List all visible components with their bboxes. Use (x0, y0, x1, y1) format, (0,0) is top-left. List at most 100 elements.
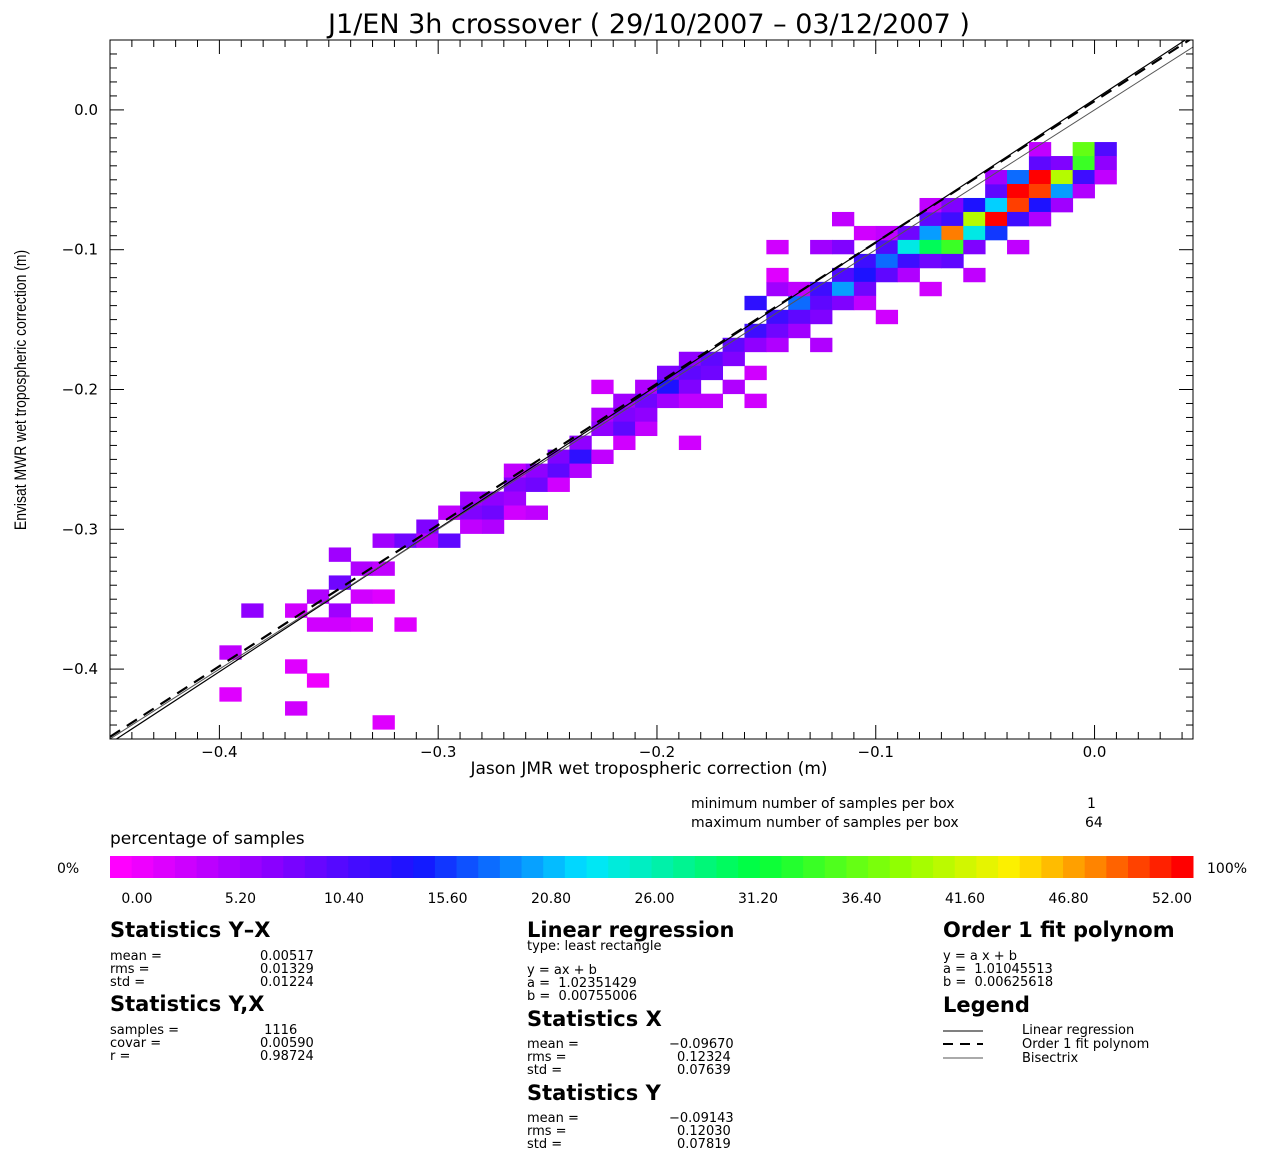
heatmap-cell (963, 197, 986, 213)
stats-yx-diff-value-2: 0.01224 (260, 975, 314, 990)
heatmap-cell (919, 197, 942, 213)
heatmap-cell (460, 491, 483, 506)
heatmap-cell (481, 491, 505, 506)
heatmap-cell (985, 170, 1008, 185)
colorbar-tick-label: 0.00 (121, 891, 152, 907)
colorbar-block (174, 856, 198, 878)
stats-yx-diff-label-1: rms = (110, 962, 150, 977)
colorbar-block (738, 856, 761, 878)
heatmap-cell (985, 211, 1008, 227)
colorbar-tick-label: 26.00 (634, 891, 674, 907)
heatmap-cell (1028, 183, 1052, 199)
heatmap-cell (810, 337, 833, 353)
heatmap-cell (635, 393, 658, 409)
colorbar-tick-label: 46.80 (1048, 891, 1088, 907)
heatmap-cell (328, 617, 352, 632)
heatmap-cell (591, 449, 614, 464)
heatmap-cell (875, 267, 899, 283)
heatmap-cell (503, 491, 527, 506)
order1-fit-equation: y = a x + b (943, 949, 1018, 964)
colorbar-block (196, 856, 219, 878)
colorbar-block (651, 856, 674, 878)
heatmap-cell (1050, 170, 1074, 185)
colorbar-block (781, 856, 804, 878)
heatmap-cell (853, 253, 877, 269)
colorbar-block (933, 856, 956, 878)
heatmap-cell (328, 547, 352, 562)
heatmap-cell (919, 239, 942, 255)
heatmap-cell (788, 281, 811, 297)
colorbar-tick-label: 52.00 (1152, 891, 1192, 907)
heatmap-cell (481, 519, 505, 534)
heatmap-cell (788, 323, 811, 339)
y-tick-label: −0.2 (62, 381, 98, 399)
x-tick-label: −0.1 (858, 743, 894, 761)
heatmap-cell (810, 281, 833, 297)
line-linear-regression (115, 40, 1187, 739)
stats-y-label-1: rms = (527, 1124, 567, 1139)
heatmap-cell (744, 337, 767, 353)
heatmap-cell (635, 407, 658, 423)
heatmap-cell (328, 603, 352, 618)
heatmap-cell (941, 225, 964, 241)
heatmap-cell (744, 295, 767, 311)
heatmap-cell (700, 351, 724, 367)
heatmap-cell (656, 393, 680, 409)
colorbar-block (153, 856, 176, 878)
heatmap-cell (985, 225, 1008, 241)
colorbar-block (824, 856, 847, 878)
legend-title: Legend (943, 993, 1030, 1017)
heatmap-cell (766, 239, 789, 255)
axis-ticks: −0.4 −0.3 −0.2 −0.1 0.0 −0.4 −0.3 −0.2 −0.1 0.0 (62, 39, 1193, 761)
colorbar-min-label: 0% (57, 861, 79, 877)
heatmap-cell (1050, 197, 1074, 213)
heatmap-cell (1072, 170, 1095, 185)
stats-yx-diff-value-0: 0.00517 (260, 949, 314, 964)
heatmap-cell (897, 253, 920, 269)
heatmap-cell (350, 617, 373, 632)
heatmap-cell (744, 365, 767, 381)
colorbar-block (456, 856, 479, 878)
heatmap-cell (350, 589, 373, 604)
order1-fit-title: Order 1 fit polynom (943, 918, 1175, 942)
colorbar-tick-label: 5.20 (225, 891, 256, 907)
heatmap-cell (897, 267, 920, 283)
colorbar-block (326, 856, 349, 878)
colorbar-block (564, 856, 588, 878)
heatmap-cell (394, 617, 417, 632)
stats-yx-diff-label-0: mean = (110, 949, 162, 964)
heatmap-cell (460, 505, 483, 520)
heatmap-cell (722, 379, 745, 395)
heatmap-cell (503, 477, 527, 492)
heatmap-cells (219, 142, 1117, 730)
heatmap-cell (766, 267, 789, 283)
colorbar-max-label: 100% (1207, 861, 1247, 877)
linear-regression-a: a = 1.02351429 (527, 976, 637, 991)
heatmap-cell (678, 365, 702, 381)
heatmap-cell (941, 211, 964, 227)
heatmap-cell (1028, 142, 1052, 157)
heatmap-cell (678, 435, 702, 451)
stats-y-value-2: 0.07819 (677, 1137, 731, 1152)
heatmap-cell (547, 477, 570, 492)
colorbar-block (478, 856, 501, 878)
heatmap-cell (832, 239, 855, 255)
heatmap-cell (613, 421, 636, 437)
heatmap-cell (635, 379, 658, 395)
legend-item-bisectrix: Bisectrix (1022, 1051, 1079, 1066)
heatmap-cell (481, 505, 505, 520)
x-tick-label: −0.3 (420, 743, 456, 761)
heatmap-cell (744, 323, 767, 339)
heatmap-cell (1028, 197, 1052, 213)
colorbar-block (283, 856, 306, 878)
stats-yx-corr-label-1: covar = (110, 1036, 162, 1051)
heatmap-cell (1007, 170, 1030, 185)
colorbar-block (803, 856, 826, 878)
colorbar-block (543, 856, 566, 878)
colorbar-tick-label: 36.40 (841, 891, 881, 907)
colorbar-block (954, 856, 977, 878)
heatmap-cell (569, 449, 592, 464)
heatmap-cell (766, 281, 789, 297)
colorbar (110, 856, 1194, 878)
colorbar-block (261, 856, 284, 878)
